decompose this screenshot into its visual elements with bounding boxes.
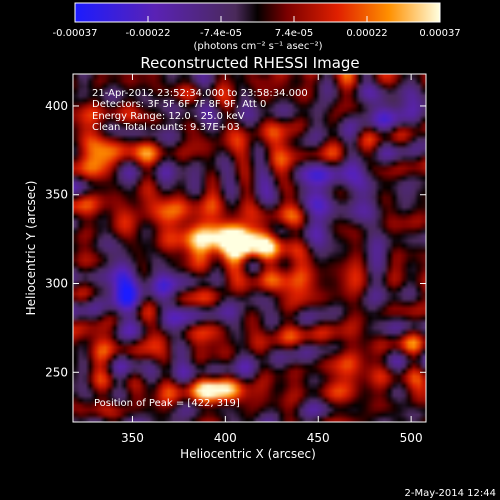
y-axis-label: Heliocentric Y (arcsec) [24,181,38,316]
peak-position-label: Position of Peak = [422, 319] [94,398,240,409]
annotation-block: 21-Apr-2012 23:52:34.000 to 23:58:34.000… [92,88,308,133]
heatmap-image [73,74,426,422]
y-tick-label: 300 [45,277,68,291]
chart-title: Reconstructed RHESSI Image [140,54,359,72]
x-axis-ticks: 350 400 450 500 [121,74,423,445]
x-tick-label: 500 [400,431,423,445]
x-tick-label: 400 [214,431,237,445]
plot-frame [72,73,427,423]
annotation-line-clean: Clean Total counts: 9.37E+03 [92,122,240,133]
x-axis-label: Heliocentric X (arcsec) [180,447,316,461]
colorbar-gradient [74,2,441,23]
footer-date: 2-May-2014 12:44 [404,488,496,499]
colorbar: -0.00037 -0.00022 -7.4e-05 7.4e-05 0.00022 0.… [53,2,461,52]
y-tick-label: 350 [45,188,68,202]
colorbar-tick-label: -0.00037 [53,28,98,39]
colorbar-tick-label: -0.00022 [126,28,171,39]
x-tick-label: 450 [307,431,330,445]
x-tick-label: 350 [121,431,144,445]
colorbar-tick-label: 0.00037 [419,28,460,39]
annotation-line-energy: Energy Range: 12.0 - 25.0 keV [92,111,245,122]
colorbar-tick-label: 0.00022 [346,28,387,39]
y-tick-label: 250 [45,365,68,379]
y-axis-ticks: 250 300 350 400 [45,99,426,379]
colorbar-ticks: -0.00037 -0.00022 -7.4e-05 7.4e-05 0.00022 0.… [53,16,461,39]
annotation-line-time: 21-Apr-2012 23:52:34.000 to 23:58:34.000 [92,88,308,99]
colorbar-units-label: (photons cm⁻² s⁻¹ asec⁻²) [193,41,322,52]
colorbar-tick-label: 7.4e-05 [275,28,313,39]
annotation-line-detectors: Detectors: 3F 5F 6F 7F 8F 9F, Att 0 [92,99,266,110]
colorbar-tick-label: -7.4e-05 [200,28,242,39]
plot-area: 350 400 450 500 250 300 350 400 [45,73,427,445]
y-tick-label: 400 [45,99,68,113]
